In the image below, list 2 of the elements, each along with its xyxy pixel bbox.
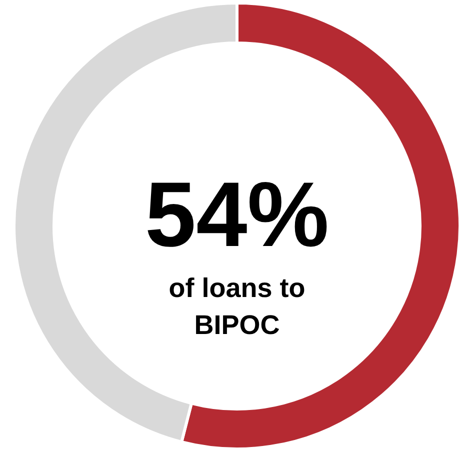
text: of loans to BIPOC (168, 273, 306, 340)
text: 54% (144, 164, 330, 266)
